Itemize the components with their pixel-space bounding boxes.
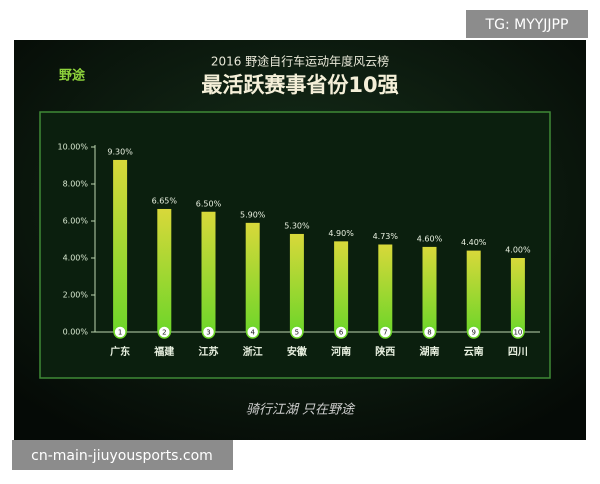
y-tick-label: 2.00% [63,291,89,300]
rank-label: 2 [162,329,166,337]
rank-badge [511,325,525,339]
rank-badge [245,325,260,339]
rank-badge [290,325,304,339]
value-label: 4.40% [461,238,487,247]
value-label: 4.60% [417,234,443,243]
rank-badge [422,325,437,339]
x-tick-label: 陕西 [375,345,395,358]
logo: 野途 [59,68,86,84]
x-tick-label: 浙江 [243,345,263,358]
value-label: 6.65% [152,196,178,205]
x-tick-label: 广东 [110,345,130,358]
x-tick-label: 福建 [153,345,175,358]
x-tick-label: 江苏 [199,345,219,358]
bar [510,258,525,332]
value-label: 4.90% [328,229,354,238]
bar [201,211,216,332]
x-tick-label: 四川 [508,346,528,358]
rank-badge [113,325,127,339]
rank-label: 7 [383,329,387,337]
rank-badge [157,325,172,339]
source-text: cn-main-jiuyousports.com [31,448,213,464]
rank-label: 5 [295,329,299,337]
y-tick-label: 10.00% [57,143,88,152]
x-tick-label: 河南 [331,345,351,358]
bar [466,250,481,332]
value-label: 4.73% [373,232,399,241]
value-label: 5.90% [240,210,266,219]
rank-badge [378,325,393,339]
bar [245,222,260,332]
value-label: 5.30% [284,221,310,230]
watermark: TG: MYYJJPP [485,17,569,33]
watermark-box [466,10,588,38]
value-label: 6.50% [196,199,222,208]
bar [378,244,393,332]
rank-badge [466,325,481,339]
bar [113,159,128,332]
bar [157,208,172,332]
rank-label: 8 [427,329,431,337]
source-box [12,440,233,470]
signature: 骑行江湖 只在野途 [246,402,356,418]
y-tick-label: 0.00% [63,328,89,337]
rank-badge [201,325,216,339]
x-tick-label: 安徽 [287,345,308,358]
rank-label: 10 [513,329,522,337]
chart-title: 最活跃赛事省份10强 [201,73,398,97]
bar [289,233,304,332]
x-tick-label: 湖南 [420,345,440,358]
y-tick-label: 4.00% [63,254,89,263]
value-label: 4.00% [505,246,531,255]
rank-label: 6 [339,329,344,337]
y-tick-label: 6.00% [63,217,89,226]
bar [422,246,437,332]
rank-label: 4 [250,329,255,337]
bar [334,241,349,332]
value-label: 9.30% [107,147,133,156]
chart-subtitle: 2016 野途自行车运动年度风云榜 [211,54,389,69]
rank-label: 9 [471,329,475,337]
y-tick-label: 8.00% [63,180,89,189]
rank-badge [334,325,348,339]
rank-label: 1 [118,329,122,337]
x-tick-label: 云南 [464,345,484,358]
rank-label: 3 [206,329,210,337]
